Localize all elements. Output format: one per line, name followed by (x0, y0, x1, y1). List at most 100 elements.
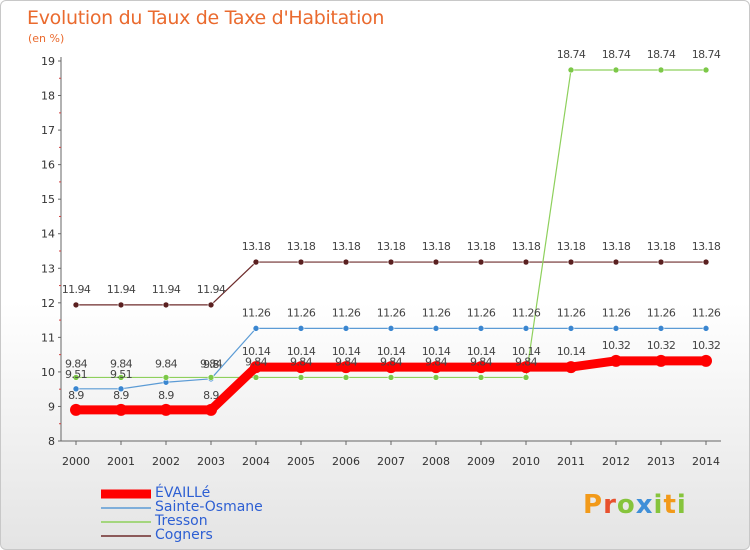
data-label: 11.94 (62, 283, 91, 296)
data-point (702, 258, 710, 266)
data-label: 9.84 (335, 355, 358, 368)
data-point (72, 385, 80, 393)
data-label: 11.26 (377, 306, 406, 319)
data-label: 10.14 (512, 345, 541, 358)
data-label: 11.26 (602, 306, 631, 319)
data-point (162, 301, 170, 309)
data-label: 13.18 (422, 240, 451, 253)
data-label: 10.14 (287, 345, 316, 358)
data-point (657, 66, 665, 74)
data-point (567, 258, 575, 266)
y-tick-label: 11 (41, 331, 55, 344)
data-label: 8.9 (113, 389, 129, 402)
data-label: 9.84 (290, 355, 313, 368)
x-tick-label: 2003 (197, 455, 225, 468)
y-tick-label: 9 (48, 400, 55, 413)
data-label: 11.26 (422, 306, 451, 319)
data-label: 9.84 (155, 357, 178, 370)
data-point (612, 66, 620, 74)
data-label: 10.14 (467, 345, 496, 358)
chart-title: Evolution du Taux de Taxe d'Habitation (27, 7, 385, 29)
data-point (700, 354, 712, 367)
data-label: 18.74 (557, 48, 586, 61)
data-point (610, 354, 622, 367)
data-label: 9.84 (470, 355, 493, 368)
data-label: 13.18 (377, 240, 406, 253)
data-point (297, 325, 305, 332)
data-point (567, 66, 575, 74)
x-tick-label: 2000 (62, 455, 90, 468)
data-label: 11.94 (197, 283, 226, 296)
data-point (72, 301, 80, 309)
data-label: 11.26 (557, 306, 586, 319)
data-point (340, 361, 352, 374)
data-label: 8.9 (203, 389, 219, 402)
data-point (432, 374, 440, 381)
data-label: 11.94 (152, 283, 181, 296)
data-point (250, 361, 262, 374)
data-label: 10.32 (602, 339, 631, 352)
legend-label: Tresson (155, 513, 208, 529)
data-label: 9.84 (110, 357, 133, 370)
x-tick-label: 2008 (422, 455, 450, 468)
data-point (655, 354, 667, 367)
data-label: 9.84 (380, 355, 403, 368)
data-point (385, 361, 397, 374)
data-point (522, 374, 530, 381)
data-point (117, 374, 125, 381)
data-label: 18.74 (602, 48, 631, 61)
data-label: 11.26 (242, 306, 271, 319)
y-tick-label: 19 (41, 55, 55, 68)
x-tick-label: 2009 (467, 455, 495, 468)
data-label: 11.26 (467, 306, 496, 319)
data-label: 13.18 (512, 240, 541, 253)
data-label: 13.18 (242, 240, 271, 253)
data-label: 11.26 (512, 306, 541, 319)
data-label: 10.14 (332, 345, 361, 358)
x-tick-label: 2007 (377, 455, 405, 468)
data-label: 11.26 (332, 306, 361, 319)
x-tick-label: 2002 (152, 455, 180, 468)
data-label: 9.84 (515, 355, 538, 368)
x-tick-label: 2001 (107, 455, 135, 468)
data-point (432, 258, 440, 266)
data-label: 18.74 (692, 48, 721, 61)
x-tick-label: 2011 (557, 455, 585, 468)
chart-unit: (en %) (28, 32, 65, 45)
data-label: 10.14 (242, 345, 271, 358)
data-point (477, 325, 485, 332)
legend-label: Sainte-Osmane (155, 499, 263, 515)
data-point (520, 361, 532, 374)
data-point (430, 361, 442, 374)
data-point (387, 374, 395, 381)
x-tick-label: 2013 (647, 455, 675, 468)
data-point (477, 258, 485, 266)
data-point (702, 325, 710, 332)
data-label: 9.84 (200, 357, 223, 370)
y-tick-label: 10 (41, 366, 55, 379)
data-label: 9.8 (203, 358, 219, 371)
x-tick-label: 2014 (692, 455, 720, 468)
data-label: 11.94 (107, 283, 136, 296)
data-point (657, 325, 665, 332)
data-point (160, 403, 172, 416)
data-label: 11.26 (692, 306, 721, 319)
data-point (70, 403, 82, 416)
data-label: 13.18 (332, 240, 361, 253)
data-label: 9.84 (245, 355, 268, 368)
data-label: 10.14 (377, 345, 406, 358)
data-point (117, 385, 125, 393)
data-point (567, 325, 575, 332)
y-tick-label: 17 (41, 124, 55, 137)
data-point (432, 325, 440, 332)
legend-label: Cogners (155, 527, 213, 543)
x-tick-label: 2004 (242, 455, 270, 468)
data-point (477, 374, 485, 381)
data-point (295, 361, 307, 374)
data-point (612, 258, 620, 266)
data-point (612, 325, 620, 332)
data-label: 11.26 (647, 306, 676, 319)
data-point (342, 258, 350, 266)
data-label: 10.32 (647, 339, 676, 352)
